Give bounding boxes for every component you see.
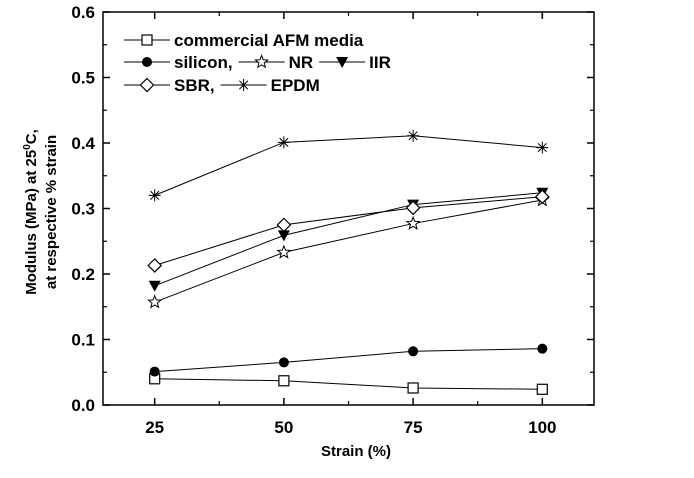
- data-point-epdm: [536, 141, 549, 154]
- data-point-epdm: [407, 129, 420, 142]
- series-line-epdm: [154, 135, 543, 196]
- plot-area: 0.0 0.1 0.2 0.3 0.4 0.5 0.6 25 50 75 100: [71, 3, 595, 437]
- y-axis-title-superscript: 0: [22, 144, 33, 150]
- legend-marker: [139, 77, 155, 93]
- legend-marker: [237, 79, 250, 91]
- data-point-nr: [276, 244, 292, 259]
- y-tick-label: 0.6: [71, 3, 95, 22]
- legend-entry-sbr: SBR,: [124, 76, 215, 95]
- x-tick-label: 100: [528, 418, 556, 437]
- svg-text:Modulus (MPa) at 250C,: Modulus (MPa) at 250C,: [22, 129, 40, 295]
- legend-marker: [254, 54, 270, 69]
- data-point-silicon: [537, 343, 548, 354]
- data-point-nr: [147, 294, 163, 309]
- y-tick-label: 0.0: [71, 396, 95, 415]
- legend-entry-epdm: EPDM: [220, 76, 320, 95]
- legend-label: silicon,: [174, 53, 233, 72]
- data-point-commercial-afm-media: [536, 383, 548, 395]
- x-tick-label: 50: [274, 418, 293, 437]
- legend-entry-silicon: silicon,: [124, 53, 233, 72]
- series-iir: [148, 187, 549, 292]
- legend-label: EPDM: [271, 76, 320, 95]
- legend-entry-nr: NR: [238, 53, 314, 72]
- x-axis-title: Strain (%): [321, 443, 391, 460]
- series-epdm: [148, 129, 549, 202]
- data-point-epdm: [277, 136, 290, 149]
- legend-entry-commercial-afm-media: commercial AFM media: [124, 31, 364, 50]
- series-line-silicon: [154, 348, 543, 373]
- data-point-sbr: [405, 200, 421, 216]
- y-axis-title-line2: at respective % strain: [43, 135, 60, 289]
- y-tick-label: 0.4: [71, 134, 95, 153]
- legend-label: IIR: [369, 53, 391, 72]
- legend-label: NR: [289, 53, 314, 72]
- series-line-commercial-afm-media: [154, 378, 543, 390]
- data-point-epdm: [148, 189, 161, 202]
- data-point-silicon: [149, 366, 160, 377]
- series-sbr: [147, 189, 550, 273]
- data-point-iir: [148, 280, 161, 292]
- data-point-nr: [405, 215, 421, 230]
- series-silicon: [149, 343, 548, 377]
- legend-box: [118, 25, 418, 105]
- data-point-commercial-afm-media: [278, 375, 290, 387]
- y-tick-label: 0.5: [71, 69, 95, 88]
- y-tick-label: 0.2: [71, 265, 95, 284]
- x-tick-label: 75: [404, 418, 423, 437]
- data-point-iir: [277, 230, 290, 242]
- y-axis-title: Modulus (MPa) at 250C, at respective % s…: [22, 129, 60, 295]
- x-tick-label: 25: [145, 418, 164, 437]
- legend: commercial AFM media silicon, NR IIR SBR, EPD…: [118, 25, 418, 105]
- y-axis-title-line1-suffix: C,: [23, 129, 40, 144]
- data-point-sbr: [276, 217, 292, 233]
- data-point-silicon: [408, 346, 419, 357]
- y-tick-label: 0.3: [71, 200, 95, 219]
- series-nr: [147, 192, 550, 309]
- legend-marker: [336, 57, 349, 68]
- y-axis-title-line1: Modulus (MPa) at 25: [23, 150, 40, 295]
- legend-marker: [142, 57, 152, 67]
- legend-label: commercial AFM media: [174, 31, 364, 50]
- data-point-silicon: [278, 357, 289, 368]
- series-line-iir: [154, 192, 543, 287]
- series-commercial-afm-media: [149, 373, 548, 395]
- data-point-sbr: [147, 258, 163, 273]
- data-point-sbr: [534, 189, 550, 205]
- series-line-nr: [154, 199, 543, 303]
- series-layer: [147, 129, 550, 395]
- legend-entry-iir: IIR: [319, 53, 391, 72]
- data-point-commercial-afm-media: [407, 382, 419, 394]
- series-line-sbr: [154, 196, 543, 266]
- y-tick-label: 0.1: [71, 331, 95, 350]
- legend-marker: [141, 34, 153, 46]
- legend-label: SBR,: [174, 76, 215, 95]
